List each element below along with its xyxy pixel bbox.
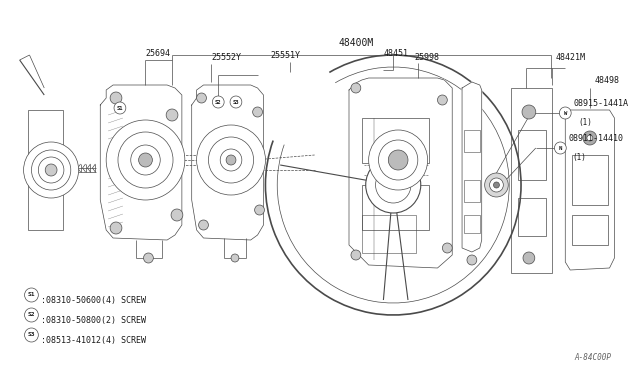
Text: 48400M: 48400M: [339, 38, 374, 48]
Text: A-84C00P: A-84C00P: [575, 353, 611, 362]
Circle shape: [196, 93, 207, 103]
Circle shape: [467, 255, 477, 265]
Text: :08513-41012(4) SCREW: :08513-41012(4) SCREW: [42, 336, 147, 344]
Bar: [464, 130, 480, 152]
Polygon shape: [462, 82, 482, 252]
Bar: [362, 215, 416, 253]
Bar: [518, 130, 546, 180]
Text: 25998: 25998: [415, 53, 440, 62]
Text: S2: S2: [215, 99, 221, 105]
Bar: [572, 215, 607, 245]
Polygon shape: [192, 85, 264, 240]
Bar: [28, 110, 63, 230]
Circle shape: [388, 150, 408, 170]
Bar: [464, 180, 480, 202]
Circle shape: [583, 131, 596, 145]
Text: N: N: [559, 145, 562, 151]
Circle shape: [114, 102, 126, 114]
Text: 25694: 25694: [145, 49, 170, 58]
Circle shape: [523, 252, 535, 264]
Bar: [362, 185, 429, 230]
Circle shape: [378, 140, 418, 180]
Circle shape: [38, 157, 64, 183]
Text: 25551Y: 25551Y: [270, 51, 300, 60]
Circle shape: [24, 142, 79, 198]
Text: (1): (1): [578, 118, 592, 127]
Circle shape: [118, 132, 173, 188]
Bar: [362, 118, 429, 163]
Text: 48421M: 48421M: [556, 53, 586, 62]
Circle shape: [376, 167, 411, 203]
Text: 08915-1441A: 08915-1441A: [573, 99, 628, 108]
Circle shape: [106, 120, 185, 200]
Circle shape: [209, 137, 253, 183]
Circle shape: [351, 250, 361, 260]
Circle shape: [559, 107, 571, 119]
Text: S2: S2: [28, 312, 35, 317]
Circle shape: [226, 155, 236, 165]
Text: S3: S3: [28, 333, 35, 337]
Text: (1): (1): [572, 153, 586, 162]
Circle shape: [131, 145, 160, 175]
Text: S1: S1: [116, 106, 123, 110]
Bar: [518, 198, 546, 236]
Circle shape: [231, 254, 239, 262]
Circle shape: [554, 142, 566, 154]
Circle shape: [31, 150, 71, 190]
Text: :08310-50800(2) SCREW: :08310-50800(2) SCREW: [42, 315, 147, 324]
Circle shape: [490, 178, 503, 192]
Text: :08310-50600(4) SCREW: :08310-50600(4) SCREW: [42, 295, 147, 305]
Circle shape: [438, 95, 447, 105]
Circle shape: [220, 149, 242, 171]
Circle shape: [587, 135, 593, 141]
Circle shape: [253, 107, 262, 117]
Circle shape: [24, 328, 38, 342]
Circle shape: [110, 222, 122, 234]
Circle shape: [166, 109, 178, 121]
Bar: [511, 88, 552, 273]
Bar: [572, 155, 607, 205]
Circle shape: [45, 164, 57, 176]
Circle shape: [198, 220, 209, 230]
Circle shape: [230, 96, 242, 108]
Circle shape: [110, 92, 122, 104]
Circle shape: [442, 243, 452, 253]
Polygon shape: [565, 110, 614, 270]
Circle shape: [351, 83, 361, 93]
Text: 08911-14410: 08911-14410: [568, 134, 623, 143]
Circle shape: [24, 288, 38, 302]
Circle shape: [493, 182, 499, 188]
Circle shape: [24, 308, 38, 322]
Text: 48451: 48451: [383, 49, 408, 58]
Circle shape: [196, 125, 266, 195]
Circle shape: [369, 130, 428, 190]
Circle shape: [143, 253, 154, 263]
Circle shape: [255, 205, 264, 215]
Text: S1: S1: [28, 292, 35, 298]
Text: 25552Y: 25552Y: [211, 53, 241, 62]
Circle shape: [365, 157, 420, 213]
Circle shape: [522, 105, 536, 119]
Text: W: W: [564, 110, 567, 115]
Circle shape: [484, 173, 508, 197]
Circle shape: [139, 153, 152, 167]
Polygon shape: [100, 85, 182, 240]
Text: S3: S3: [233, 99, 239, 105]
Circle shape: [171, 209, 183, 221]
Polygon shape: [349, 78, 452, 268]
Text: 48498: 48498: [595, 76, 620, 85]
Bar: [464, 215, 480, 233]
Circle shape: [212, 96, 224, 108]
